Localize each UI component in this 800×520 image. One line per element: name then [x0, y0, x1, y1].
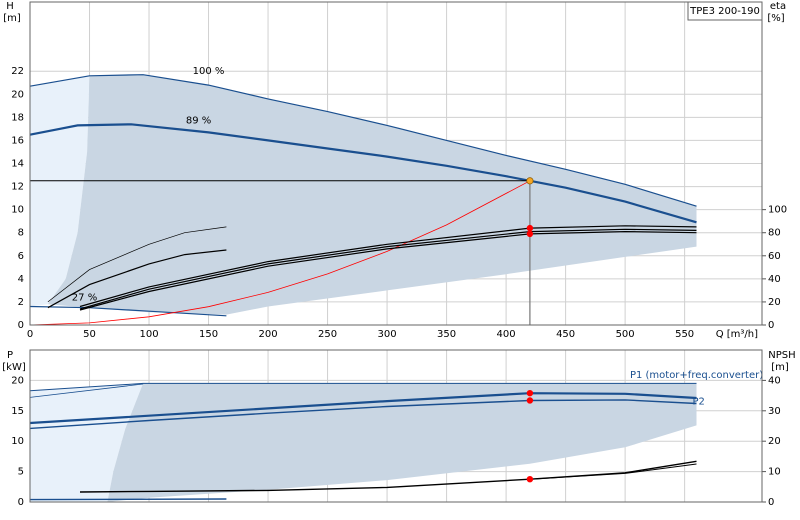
- curve: [47, 226, 227, 303]
- y-tick-label: 6: [18, 251, 24, 262]
- y2-tick-label: 30: [768, 406, 781, 417]
- y-tick-label: 10: [11, 436, 24, 447]
- y2-unit: [%]: [767, 13, 784, 24]
- y-label: H: [6, 1, 14, 12]
- curve-label: P2: [693, 397, 705, 408]
- x-tick-label: 500: [616, 329, 635, 340]
- y2-label: NPSH: [768, 350, 795, 361]
- duty-point: [526, 476, 534, 483]
- y2-tick-label: 10: [768, 467, 781, 478]
- x-tick-label: 50: [83, 329, 96, 340]
- plot-frame: [29, 1, 763, 326]
- area: [47, 74, 697, 315]
- y2-tick-label: 20: [768, 436, 781, 447]
- y2-tick-label: 40: [768, 375, 781, 386]
- curve: [29, 498, 227, 501]
- curve: [47, 249, 227, 309]
- curve: [79, 225, 697, 308]
- y-tick-label: 8: [18, 228, 24, 239]
- curve: [29, 305, 227, 317]
- y-unit: [m]: [3, 13, 21, 24]
- curve-label: 100 %: [193, 66, 225, 77]
- y-tick-label: 0: [18, 497, 24, 508]
- x-tick-label: 200: [259, 329, 278, 340]
- y-tick-label: 4: [18, 274, 24, 285]
- y2-tick-label: 100: [768, 205, 787, 216]
- curve: [29, 392, 697, 425]
- duty-point: [526, 230, 534, 238]
- title-box: [687, 1, 763, 21]
- x-tick-label: 250: [318, 329, 337, 340]
- y2-tick-label: 40: [768, 274, 781, 285]
- y-tick-label: 5: [18, 467, 24, 478]
- chart-title: TPE3 200-190: [689, 6, 760, 17]
- y-tick-label: 2: [18, 297, 24, 308]
- duty-point: [526, 224, 534, 232]
- plot-frame: [29, 349, 763, 503]
- curve-label: P1 (motor+freq.converter): [630, 370, 763, 381]
- duty-point: [526, 177, 534, 185]
- x-tick-label: 400: [497, 329, 516, 340]
- x-tick-label: 300: [378, 329, 397, 340]
- curve: [29, 383, 144, 398]
- y-tick-label: 20: [11, 89, 24, 100]
- y2-tick-label: 80: [768, 228, 781, 239]
- duty-point: [526, 397, 534, 404]
- x-tick-label: 450: [556, 329, 575, 340]
- curve: [79, 230, 697, 311]
- y-tick-label: 22: [11, 66, 24, 77]
- x-label: Q [m³/h]: [716, 329, 758, 340]
- curve: [29, 74, 697, 207]
- duty-point: [526, 389, 534, 397]
- x-tick-label: 550: [675, 329, 694, 340]
- y-tick-label: 14: [11, 159, 24, 170]
- y-unit: [kW]: [2, 362, 26, 373]
- x-tick-label: 100: [139, 329, 158, 340]
- curve-label: 89 %: [186, 115, 211, 126]
- y2-tick-label: 0: [768, 320, 774, 331]
- y2-label: eta: [770, 1, 786, 12]
- curve: [79, 228, 697, 310]
- area: [30, 75, 90, 307]
- y-tick-label: 20: [11, 375, 24, 386]
- curve: [29, 399, 697, 430]
- curve-label: 27 %: [72, 293, 97, 304]
- y-tick-label: 10: [11, 205, 24, 216]
- x-tick-label: 150: [199, 329, 218, 340]
- y-tick-label: 16: [11, 135, 24, 146]
- y-tick-label: 15: [11, 406, 24, 417]
- y-tick-label: 18: [11, 112, 24, 123]
- y2-tick-label: 20: [768, 297, 781, 308]
- y2-tick-label: 60: [768, 251, 781, 262]
- x-tick-label: 350: [437, 329, 456, 340]
- y-tick-label: 12: [11, 182, 24, 193]
- x-tick-label: 0: [27, 329, 33, 340]
- y-tick-label: 0: [18, 320, 24, 331]
- y2-unit: [m]: [771, 362, 789, 373]
- curve: [79, 460, 697, 493]
- curve: [29, 123, 697, 224]
- curve: [529, 463, 697, 480]
- area: [30, 383, 144, 502]
- area: [107, 383, 697, 502]
- curve: [29, 382, 697, 392]
- curve: [29, 180, 531, 326]
- y2-tick-label: 0: [768, 497, 774, 508]
- y-label: P: [7, 350, 13, 361]
